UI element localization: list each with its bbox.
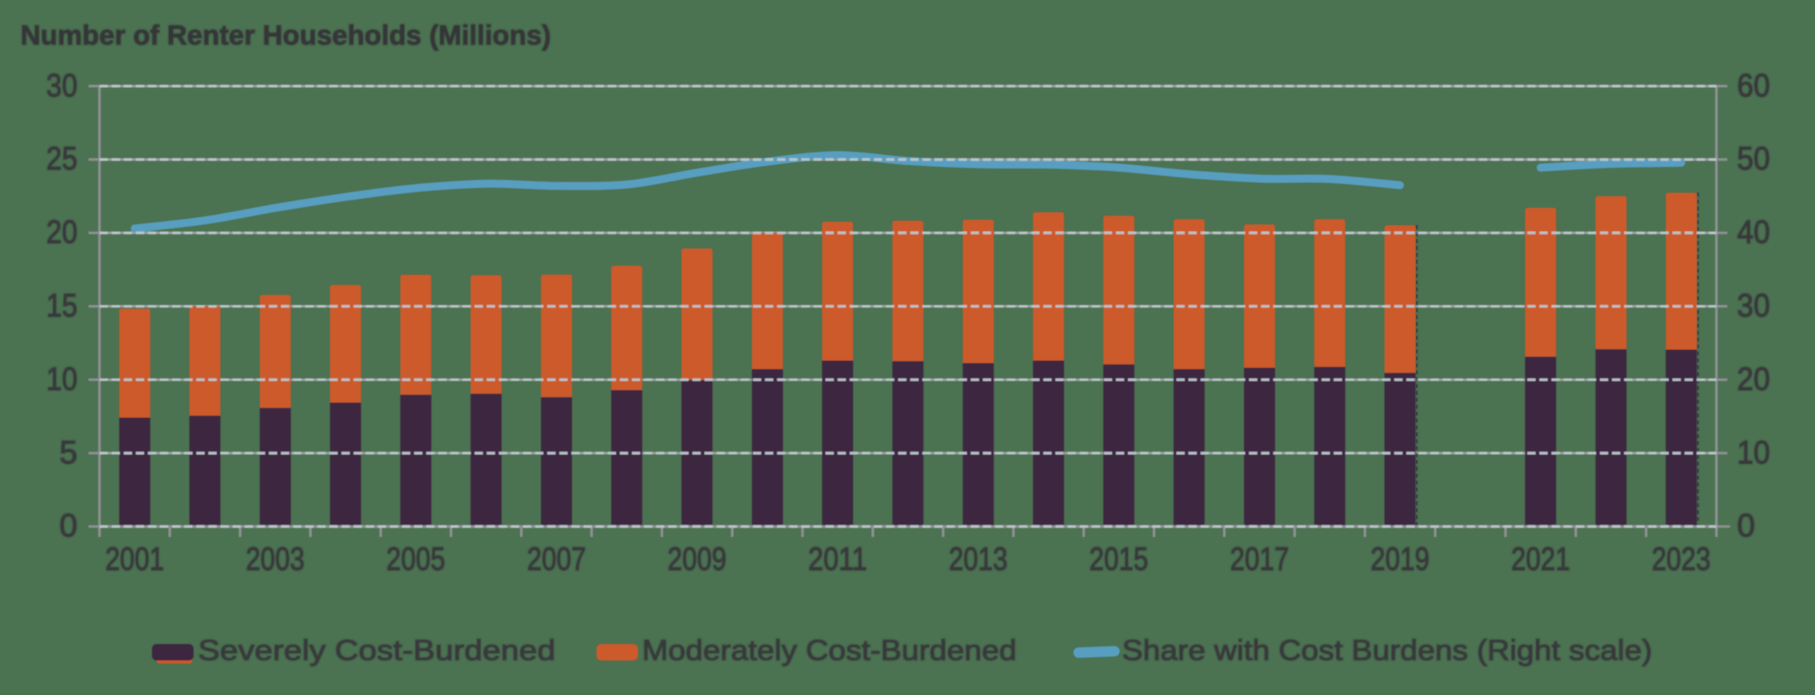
svg-text:25: 25: [46, 141, 77, 177]
svg-text:20: 20: [46, 214, 77, 250]
svg-text:2021: 2021: [1511, 541, 1570, 577]
svg-text:2003: 2003: [246, 541, 305, 577]
svg-text:2001: 2001: [105, 541, 164, 577]
svg-text:10: 10: [46, 361, 77, 397]
svg-text:15: 15: [46, 288, 77, 324]
svg-text:2007: 2007: [527, 541, 586, 577]
svg-text:2009: 2009: [668, 541, 727, 577]
svg-text:Share with Cost Burdens (Right: Share with Cost Burdens (Right scale): [1122, 635, 1652, 667]
svg-text:2005: 2005: [386, 541, 445, 577]
svg-text:Number of Renter Households (M: Number of Renter Households (Millions): [21, 19, 552, 50]
svg-text:40: 40: [1737, 214, 1770, 250]
svg-text:50: 50: [1737, 141, 1770, 177]
svg-text:2015: 2015: [1089, 541, 1148, 577]
svg-text:Moderately Cost-Burdened: Moderately Cost-Burdened: [642, 635, 1017, 667]
svg-text:2023: 2023: [1652, 541, 1711, 577]
svg-text:2013: 2013: [949, 541, 1008, 577]
svg-text:2011: 2011: [808, 541, 867, 577]
svg-text:0: 0: [59, 508, 77, 544]
svg-text:2019: 2019: [1371, 541, 1430, 577]
svg-text:10: 10: [1737, 434, 1770, 470]
svg-text:30: 30: [46, 67, 77, 103]
svg-text:0: 0: [1737, 508, 1755, 544]
svg-text:2017: 2017: [1230, 541, 1289, 577]
svg-text:5: 5: [59, 434, 77, 470]
svg-text:30: 30: [1737, 288, 1770, 324]
svg-text:Severely Cost-Burdened: Severely Cost-Burdened: [198, 635, 556, 667]
svg-text:20: 20: [1737, 361, 1770, 397]
svg-text:60: 60: [1737, 67, 1770, 103]
